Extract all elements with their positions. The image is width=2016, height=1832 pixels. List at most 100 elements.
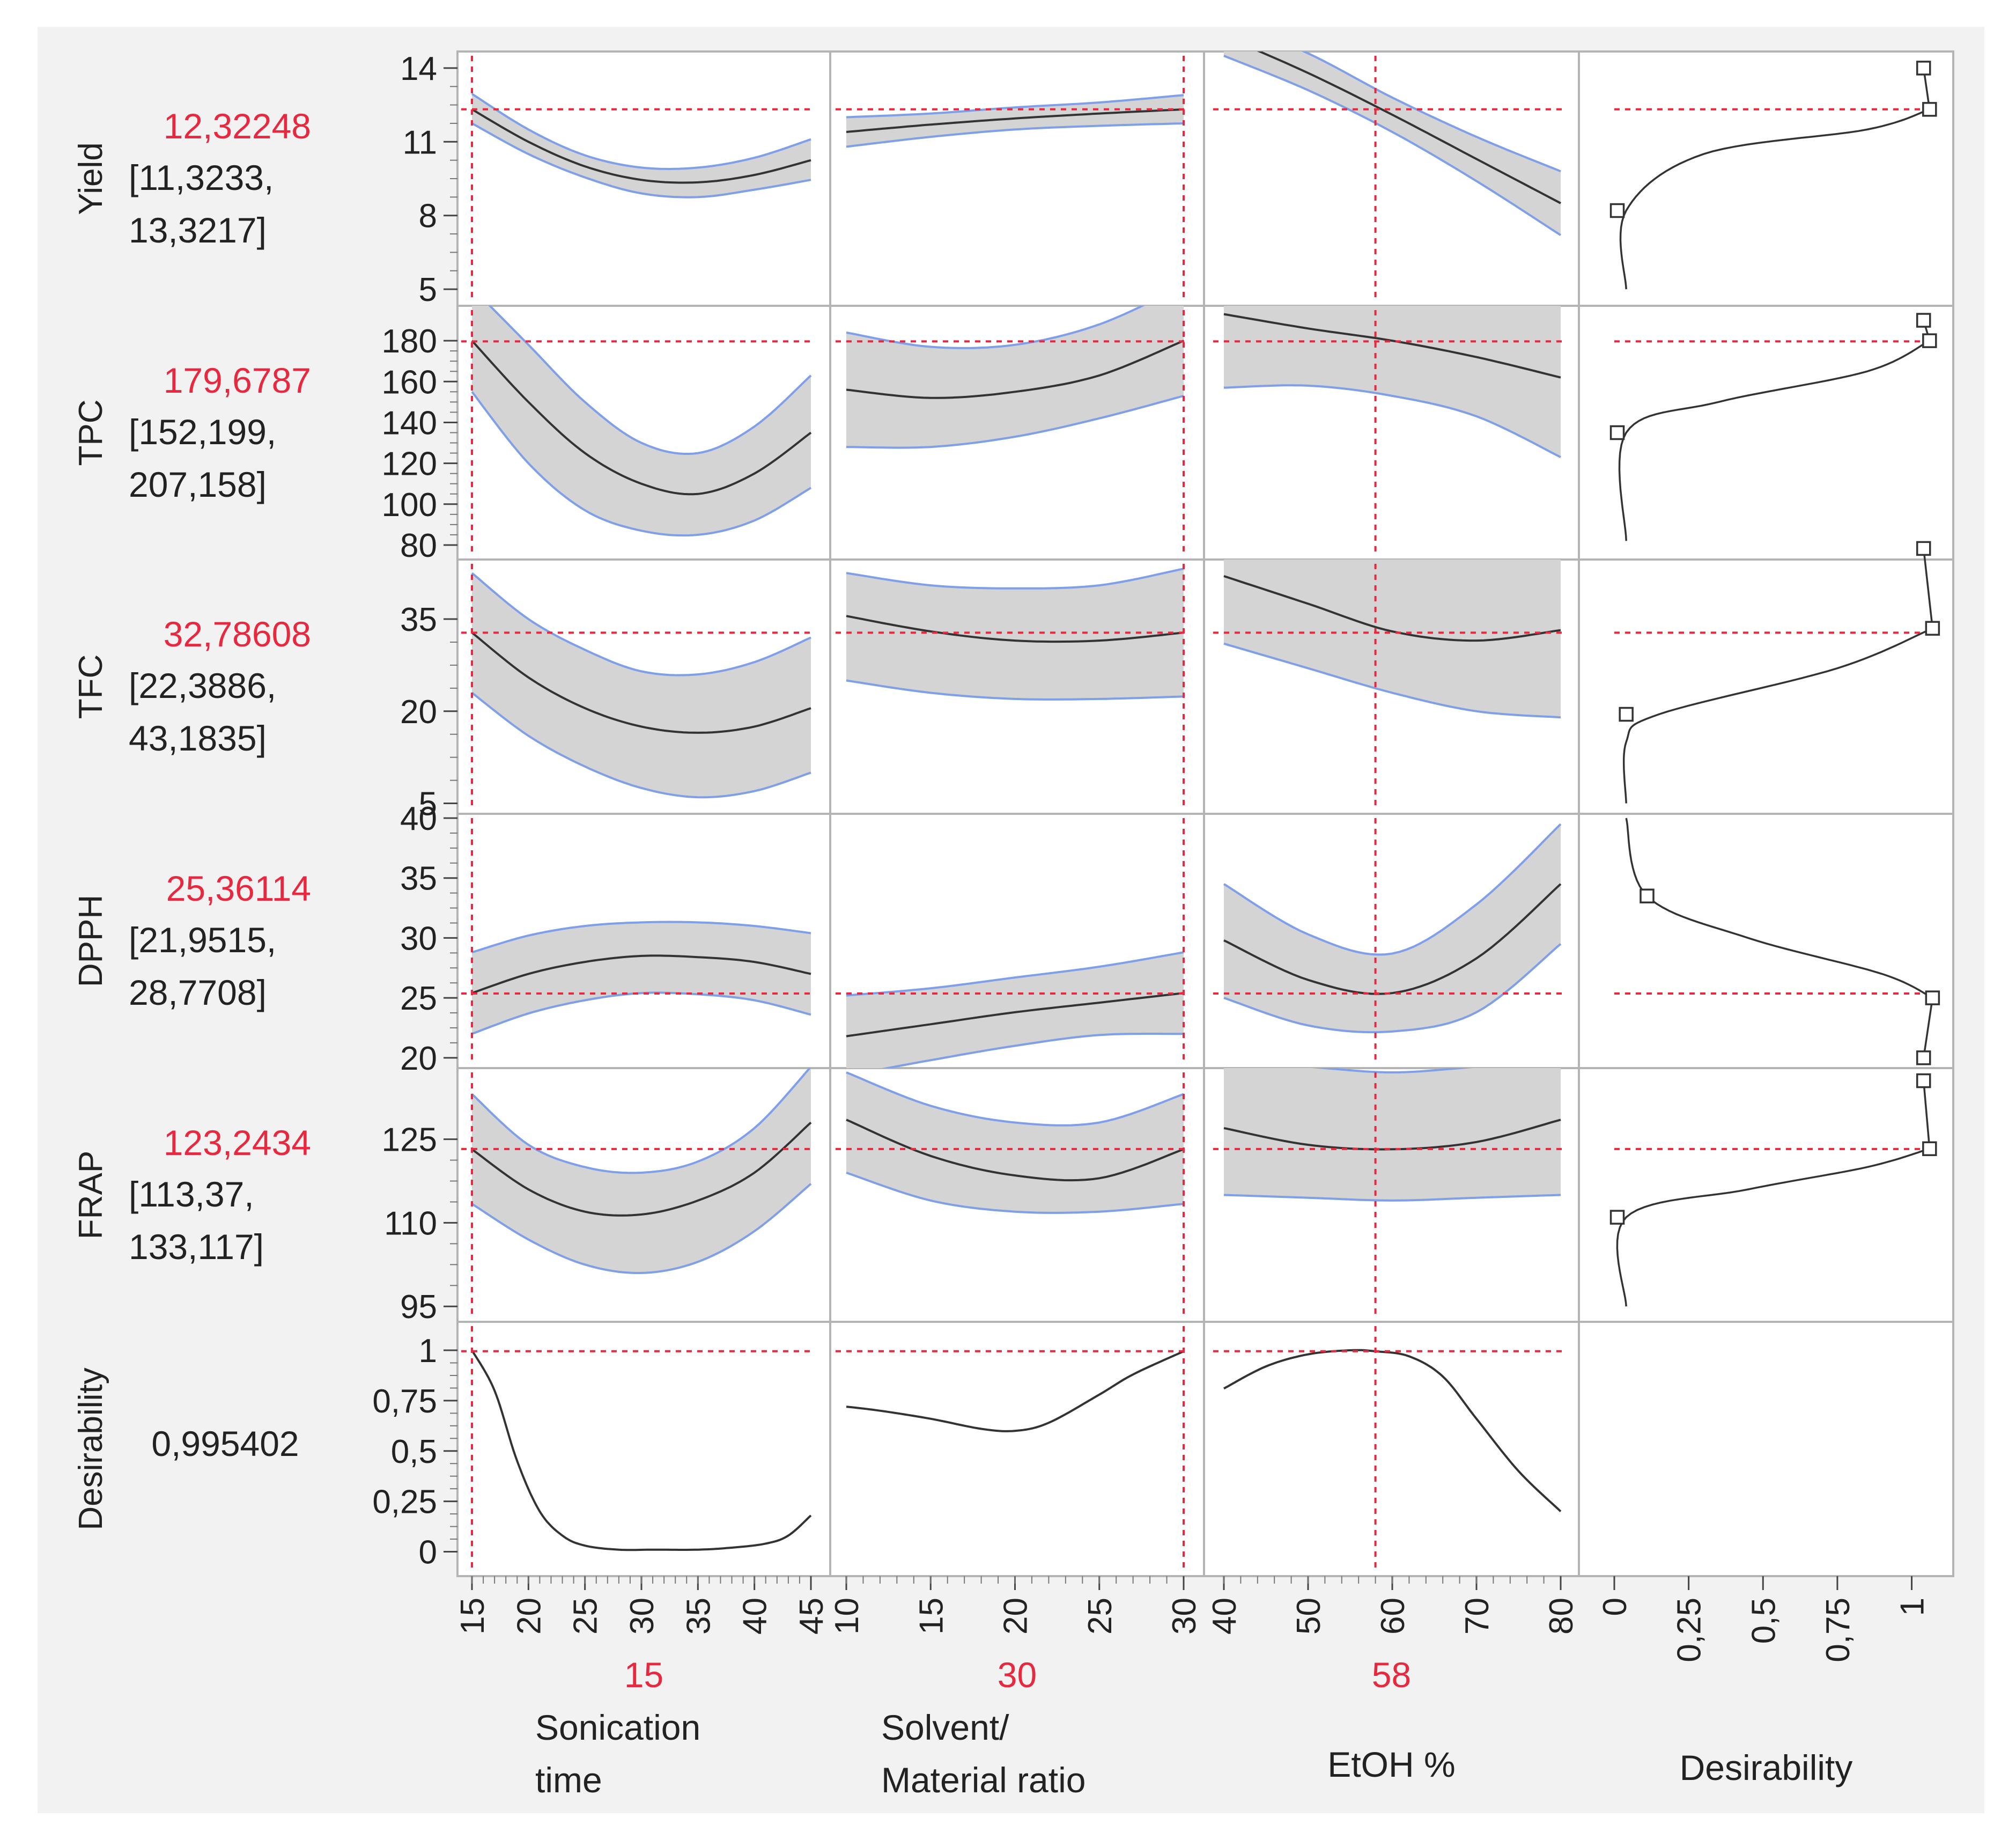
y-tick-label: 35 [400,601,437,638]
confidence-lower-line [1223,384,1561,458]
confidence-band [472,573,811,798]
factor-current-value: 30 [998,1655,1037,1695]
y-tick-label: 14 [400,50,437,87]
profile-group [1223,560,1561,719]
profile-group [471,1068,812,1275]
desirability-marker [1609,203,1625,218]
confidence-upper-line [846,568,1184,590]
confidence-band [472,1068,811,1273]
y-tick-label: 140 [382,404,437,442]
x-tick-label: 25 [1082,1598,1119,1635]
response-ci-upper: 28,7708] [129,973,267,1012]
plot-panel [1578,813,1954,1069]
profile-group [471,306,812,537]
y-tick-label: 11 [403,124,437,161]
desirability-function-curve [1616,1147,1930,1307]
confidence-lower-line [471,391,812,537]
x-tick-label: 1 [1894,1598,1931,1616]
plot-panel [456,1321,831,1577]
factor-name-line: time [535,1760,602,1800]
y-tick-label: 8 [419,198,437,235]
response-ci-lower: [152,199, [129,412,276,452]
prediction-line [471,340,812,496]
plot-panel [1578,1067,1954,1323]
factor-name-line: Sonication [535,1708,700,1747]
x-tick-label: 20 [511,1598,548,1635]
profile-group [1223,823,1562,1034]
confidence-band [846,306,1184,448]
plot-panel [829,50,1205,307]
prediction-line [846,108,1184,133]
confidence-upper-line [1223,823,1562,956]
desirability-top-segment [1922,548,1934,629]
profile-group [1223,51,1562,236]
y-tick-label: 180 [382,323,437,360]
confidence-lower-line [846,679,1184,701]
response-ci-lower: [22,3886, [129,666,276,705]
y-tick-label: 30 [400,920,437,957]
y-tick-label: 125 [382,1122,437,1159]
confidence-lower-line [1223,943,1562,1034]
confidence-upper-line [846,951,1184,997]
prediction-line [846,340,1184,399]
desirability-marker [1916,541,1931,556]
prediction-line [846,992,1184,1038]
desirability-marker [1916,1073,1931,1088]
confidence-lower-line [471,1183,812,1275]
desirability-marker [1922,1141,1937,1157]
desirability-profile-line [846,1350,1184,1432]
y-tick-label: 20 [400,1040,437,1077]
confidence-lower-line [846,1172,1184,1214]
prediction-line [1223,313,1561,379]
x-tick-label: 15 [913,1598,950,1635]
desirability-profile-line [471,1350,812,1551]
y-tick-label: 95 [400,1289,437,1326]
y-tick-label: 0,25 [372,1484,437,1521]
confidence-upper-line [471,572,811,676]
factor-name-line: Solvent/ [881,1708,1009,1747]
confidence-lower-line [1223,1194,1561,1202]
confidence-upper-line [471,93,811,171]
plot-panel [1578,305,1954,561]
desirability-function-curve [1622,627,1933,804]
confidence-lower-line [471,691,811,799]
x-tick-label: 40 [1206,1598,1243,1635]
profile-group [846,306,1184,449]
x-tick-label: 45 [793,1598,830,1635]
desirability-marker [1925,990,1940,1005]
response-name-desirability: Desirability [72,1367,109,1530]
y-tick-label: 5 [419,271,437,308]
confidence-lower-line [471,122,811,198]
response-predicted-value: 123,2434 [164,1123,311,1163]
confidence-lower-line [846,395,1184,449]
response-ci-upper: 13,3217] [129,210,267,250]
profile-group [1223,306,1561,458]
x-tick-label: 0,25 [1671,1598,1708,1662]
profile-group [1223,1349,1562,1512]
confidence-lower-line [1223,642,1561,719]
prediction-line [471,631,811,734]
response-ci-lower: [21,9515, [129,920,276,960]
confidence-upper-line [1301,51,1561,173]
confidence-lower-line [881,1033,1184,1068]
confidence-upper-line [846,306,1145,349]
x-tick-label: 80 [1543,1598,1580,1635]
plot-panel [1578,1321,1954,1577]
prediction-line [471,1122,812,1217]
y-tick-label: 0 [419,1534,437,1571]
y-tick-label: 25 [400,980,437,1017]
desirability-marker [1922,102,1937,117]
response-ci-upper: 207,158] [129,465,267,504]
y-tick-label: 40 [400,800,437,837]
confidence-upper-line [846,94,1184,119]
confidence-band [472,94,811,197]
response-name-tpc: TPC [72,400,109,466]
response-name-dpph: DPPH [72,895,109,987]
prediction-line [1223,883,1562,995]
response-predicted-value: 32,78608 [164,614,311,654]
confidence-lower-line [1223,55,1562,236]
plot-panel [829,1321,1205,1577]
confidence-upper-line [471,1068,811,1174]
x-tick-label: 70 [1459,1598,1496,1635]
